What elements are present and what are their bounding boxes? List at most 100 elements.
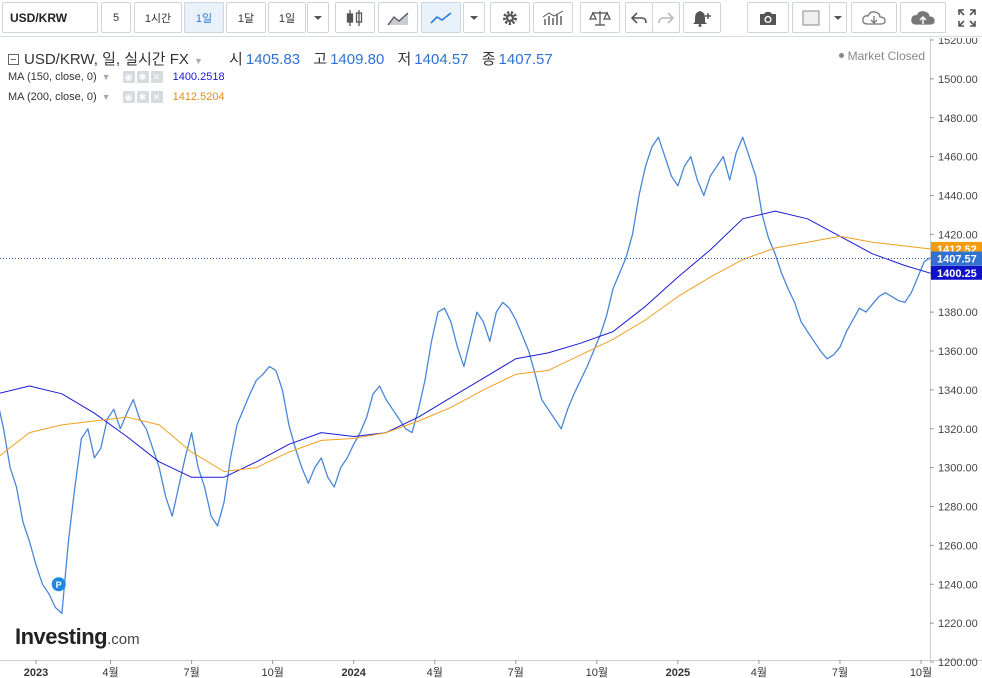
camera-icon [760, 11, 776, 25]
save-button[interactable] [900, 2, 946, 33]
indicator-value: 1400.2518 [172, 71, 225, 83]
x-tick-label: 10월 [261, 666, 283, 678]
snapshot-button[interactable] [747, 2, 789, 33]
square-icon [802, 10, 820, 25]
y-tick-label: 1460.00 [938, 152, 978, 164]
indicator-label: MA (150, close, 0) [8, 71, 97, 83]
indicator-value: 1412.5204 [172, 91, 225, 103]
symbol-field[interactable]: USD/KRW [2, 2, 98, 33]
gear-icon[interactable]: ✱ [136, 91, 149, 103]
caret-down-icon[interactable]: ▼ [193, 56, 203, 66]
alert-button[interactable] [683, 2, 721, 33]
eye-icon[interactable]: ◉ [122, 71, 135, 83]
chevron-down-icon [470, 15, 478, 20]
fullscreen-icon [958, 8, 976, 27]
market-status-text: Market Closed [847, 49, 925, 63]
redo-icon [658, 11, 674, 24]
high-value: 1409.80 [330, 51, 385, 68]
logo-text: Investing [15, 624, 108, 649]
y-tick-label: 1200.00 [938, 657, 978, 669]
low-value: 1404.57 [414, 51, 469, 68]
x-tick-label: 7월 [832, 666, 848, 678]
y-tick-label: 1240.00 [938, 579, 978, 591]
indicators-button[interactable] [533, 2, 573, 33]
low-label: 저 [397, 51, 412, 68]
x-tick-label: 2024 [341, 667, 366, 678]
status-dot-icon [838, 53, 844, 58]
y-tick-label: 1360.00 [938, 346, 978, 358]
ma150-line [0, 210, 931, 478]
x-tick-label: 2025 [666, 667, 690, 678]
interval-1h[interactable]: 1시간 [134, 2, 182, 33]
x-tick-label: 10월 [586, 666, 608, 678]
compare-button[interactable] [580, 2, 620, 33]
close-price-label-bg [931, 251, 982, 266]
close-icon[interactable]: ✕ [150, 71, 163, 83]
x-tick-label: 7월 [508, 666, 524, 678]
caret-down-icon[interactable]: ▼ [101, 92, 111, 102]
price-line [0, 136, 932, 615]
color-button[interactable] [792, 2, 830, 33]
price-chart[interactable]: 1200.00 1220.00 1240.00 1260.00 1280.00 1300.… [0, 38, 982, 678]
chart-area[interactable]: 1200.00 1220.00 1240.00 1260.00 1280.00 1300.… [0, 38, 982, 678]
chart-type-dropdown[interactable] [463, 2, 485, 33]
indicator-ma150[interactable]: MA (150, close, 0) ▼ ◉ ✱ ✕ 1400.2518 [8, 71, 225, 83]
ma150-price-label: 1400.25 [937, 268, 977, 280]
load-button[interactable] [851, 2, 897, 33]
investing-logo: Investing.com [15, 624, 140, 650]
price-axis [930, 38, 982, 678]
indicator-label: MA (200, close, 0) [8, 91, 97, 103]
y-tick-label: 1420.00 [938, 229, 978, 241]
y-tick-label: 1320.00 [938, 424, 978, 436]
annotation-marker [51, 577, 66, 592]
interval-5[interactable]: 5 [101, 2, 131, 33]
chart-toolbar: USD/KRW 5 1시간 1일 1달 1일 [0, 0, 982, 37]
cloud-download-icon [862, 10, 886, 25]
y-tick-label: 1480.00 [938, 113, 978, 125]
close-icon[interactable]: ✕ [150, 91, 163, 103]
undo-icon [631, 11, 647, 24]
eye-icon[interactable]: ◉ [122, 91, 135, 103]
candles-button[interactable] [335, 2, 375, 33]
fullscreen-button[interactable] [952, 2, 982, 33]
candlestick-icon [346, 9, 363, 26]
x-tick-label: 4월 [102, 666, 118, 678]
ma200-line [0, 235, 931, 472]
scales-icon [589, 10, 611, 26]
interval-1m[interactable]: 1달 [226, 2, 266, 33]
y-tick-label: 1280.00 [938, 502, 978, 514]
y-tick-label: 1340.00 [938, 385, 978, 397]
interval-custom[interactable]: 1일 [268, 2, 306, 33]
bell-plus-icon [693, 10, 711, 27]
y-tick-label: 1500.00 [938, 74, 978, 86]
y-tick-label: 1220.00 [938, 618, 978, 630]
line-chart-button[interactable] [421, 2, 461, 33]
cloud-upload-icon [911, 10, 935, 25]
gear-icon[interactable]: ✱ [136, 71, 149, 83]
indicators-icon [542, 10, 564, 25]
y-tick-label: 1300.00 [938, 463, 978, 475]
annotation-label: P [56, 580, 62, 590]
settings-button[interactable] [490, 2, 530, 33]
collapse-icon[interactable] [8, 54, 19, 65]
indicator-ma200[interactable]: MA (200, close, 0) ▼ ◉ ✱ ✕ 1412.5204 [8, 91, 225, 103]
logo-suffix: .com [107, 631, 140, 648]
gear-icon [503, 10, 517, 25]
redo-button[interactable] [652, 2, 680, 33]
color-dropdown[interactable] [829, 2, 847, 33]
open-label: 시 [229, 51, 243, 68]
close-price-label: 1407.57 [937, 254, 977, 266]
market-status: Market Closed [838, 49, 925, 63]
undo-button[interactable] [625, 2, 653, 33]
y-tick-label: 1380.00 [938, 307, 978, 319]
ma150-price-label-bg [931, 265, 982, 280]
open-value: 1405.83 [245, 51, 301, 68]
interval-dropdown[interactable] [307, 2, 329, 33]
legend-title: USD/KRW, 일, 실시간 FX [24, 51, 189, 68]
caret-down-icon[interactable]: ▼ [101, 72, 111, 82]
interval-1d[interactable]: 1일 [184, 2, 224, 33]
area-chart-button[interactable] [378, 2, 418, 33]
mountain-icon [387, 12, 409, 25]
y-tick-label: 1440.00 [938, 191, 978, 203]
